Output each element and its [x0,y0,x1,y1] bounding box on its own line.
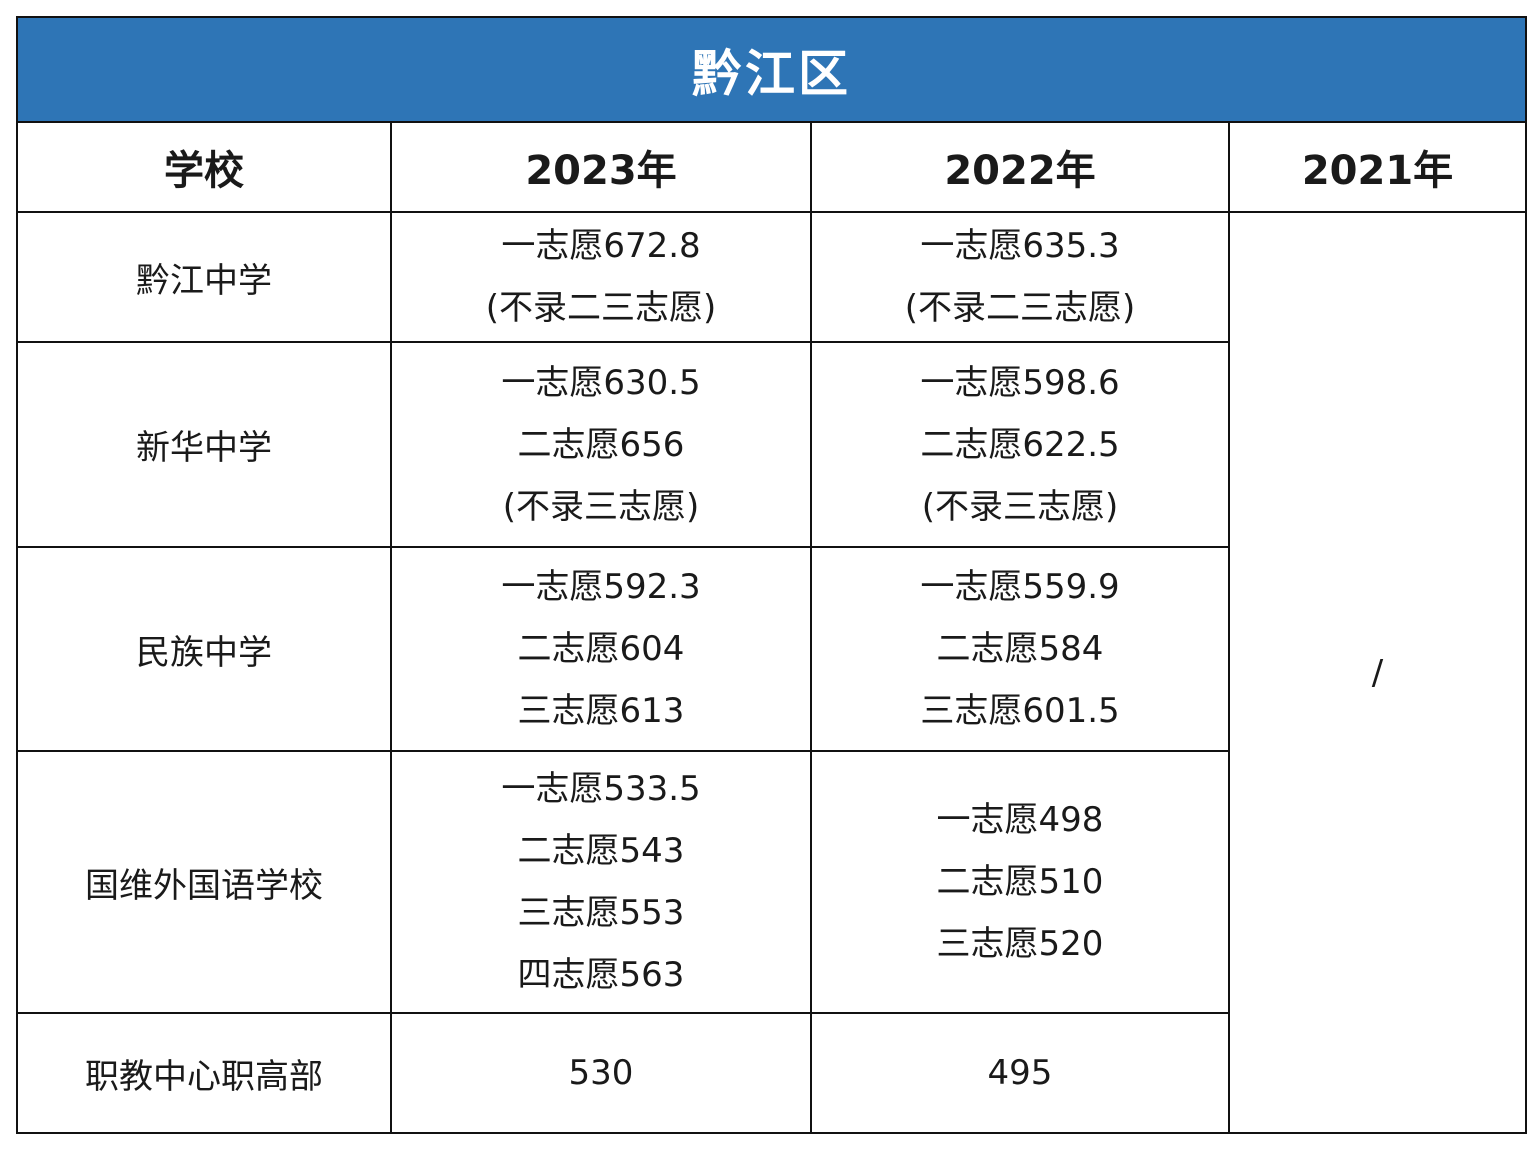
table-title: 黔江区 [16,16,1527,123]
score-table: 黔江区 学校 2023年 2022年 2021年 黔江中学 一志愿672.8 (… [16,16,1527,1134]
score-line: 二志愿622.5 [920,424,1120,465]
score-2023: 530 [390,1012,812,1134]
score-2023: 一志愿533.5 二志愿543 三志愿553 四志愿563 [390,750,812,1014]
school-name: 职教中心职高部 [16,1012,392,1134]
score-line: 三志愿601.5 [920,691,1120,731]
score-line: 二志愿604 [517,629,685,669]
score-line: 三志愿520 [936,924,1104,964]
score-line: 一志愿635.3 [920,226,1120,266]
school-name: 黔江中学 [16,211,392,343]
score-2022: 一志愿635.3 (不录二三志愿) [810,211,1230,343]
score-2023: 一志愿592.3 二志愿604 三志愿613 [390,546,812,752]
score-line: 三志愿613 [517,691,685,731]
table-row: 国维外国语学校 一志愿533.5 二志愿543 三志愿553 四志愿563 一志… [16,750,1526,1014]
score-2021: / [1228,211,1527,1134]
score-2023: 一志愿630.5 二志愿656 (不录三志愿) [390,341,812,548]
school-name: 国维外国语学校 [16,750,392,1014]
score-line: 四志愿563 [517,955,685,995]
header-2021: 2021年 [1228,121,1527,213]
score-line: 一志愿498 [936,800,1104,840]
table-row: 黔江中学 一志愿672.8 (不录二三志愿) 一志愿635.3 (不录二三志愿)… [16,211,1527,1134]
score-line: (不录二三志愿) [485,288,717,328]
score-2022: 一志愿598.6 二志愿622.5 (不录三志愿) [810,341,1230,548]
header-2023: 2023年 [390,121,812,213]
score-2022: 一志愿559.9 二志愿584 三志愿601.5 [810,546,1230,752]
table-row: 新华中学 一志愿630.5 二志愿656 (不录三志愿) 一志愿598.6 二志… [16,341,1526,548]
score-line: (不录三志愿) [502,486,700,527]
score-line: 二志愿543 [517,831,685,871]
score-line: 495 [987,1053,1053,1093]
score-line: 一志愿559.9 [920,567,1120,607]
score-line: 一志愿598.6 [920,362,1120,403]
score-2023: 一志愿672.8 (不录二三志愿) [390,211,812,343]
score-line: 一志愿630.5 [501,362,701,403]
school-name: 新华中学 [16,341,392,548]
score-line: 530 [568,1053,634,1093]
header-2022: 2022年 [810,121,1230,213]
score-line: 二志愿510 [936,862,1104,902]
score-line: 二志愿656 [517,424,685,465]
score-line: (不录三志愿) [921,486,1119,527]
score-line: 三志愿553 [517,893,685,933]
score-line: 一志愿592.3 [501,567,701,607]
header-school: 学校 [16,121,392,213]
score-line: 一志愿672.8 [501,226,701,266]
score-2022: 一志愿498 二志愿510 三志愿520 [810,750,1230,1014]
school-name: 民族中学 [16,546,392,752]
score-2022: 495 [810,1012,1230,1134]
table-row: 民族中学 一志愿592.3 二志愿604 三志愿613 一志愿559.9 二志愿… [16,546,1526,752]
score-line: 二志愿584 [936,629,1104,669]
table-row: 职教中心职高部 530 495 [16,1012,1526,1134]
score-line: 一志愿533.5 [501,769,701,809]
score-line: (不录二三志愿) [904,288,1136,328]
